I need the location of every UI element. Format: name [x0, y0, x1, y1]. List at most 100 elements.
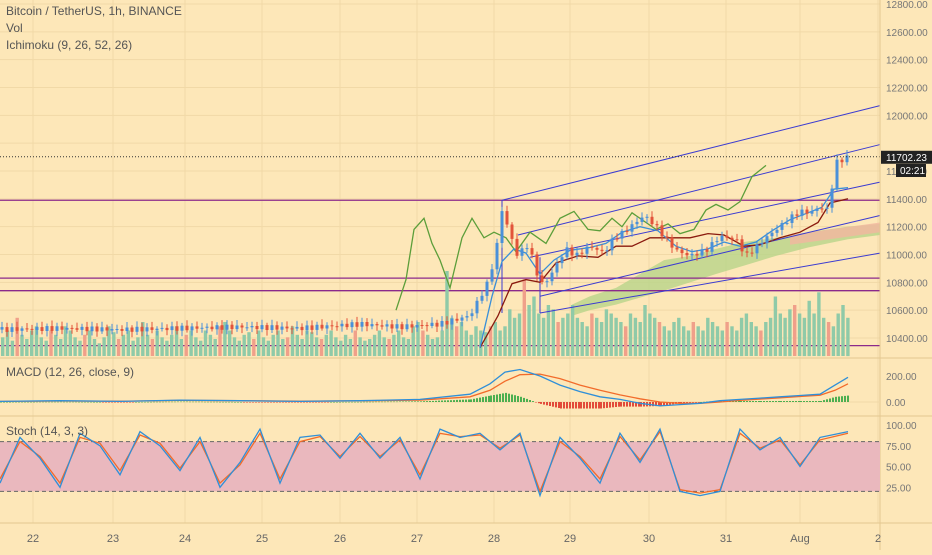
- macd-histogram-bar: [526, 398, 528, 402]
- macd-histogram-bar: [3, 402, 5, 403]
- macd-histogram-bar: [663, 402, 665, 406]
- macd-histogram-bar: [832, 397, 834, 402]
- macd-histogram-bar: [511, 394, 513, 402]
- macd-panel[interactable]: [0, 368, 880, 409]
- candle-body: [200, 327, 204, 329]
- candle-body: [695, 253, 699, 256]
- candle-body: [460, 317, 464, 321]
- macd-histogram-bar: [291, 402, 293, 403]
- candle-body: [725, 235, 729, 238]
- volume-bar: [165, 340, 169, 356]
- time-tick-label: 29: [564, 533, 576, 545]
- time-axis[interactable]: 22 23 24 25 26 27 28 29 30 31 Aug 2: [27, 533, 881, 545]
- macd-histogram-bar: [473, 398, 475, 402]
- macd-histogram-bar: [488, 395, 490, 402]
- macd-histogram-bar: [231, 401, 233, 403]
- macd-histogram-bar: [703, 401, 705, 403]
- volume-bar: [20, 334, 24, 357]
- macd-histogram-bar: [399, 401, 401, 402]
- macd-histogram-bar: [153, 401, 155, 403]
- candle-body: [150, 327, 154, 330]
- macd-histogram-bar: [482, 397, 484, 402]
- macd-histogram-bar: [30, 401, 32, 403]
- volume-bar: [662, 326, 666, 356]
- volume-bar: [667, 330, 671, 356]
- volume-bar: [508, 309, 512, 357]
- volume-bar: [401, 337, 406, 356]
- macd-histogram-bar: [652, 402, 654, 407]
- macd-histogram-bar: [282, 402, 284, 403]
- macd-histogram-bar: [623, 402, 625, 407]
- ichimoku-lines: [395, 164, 849, 349]
- macd-histogram-bar: [560, 402, 562, 409]
- candle-body: [595, 247, 599, 250]
- macd-histogram-bar: [198, 401, 200, 403]
- volume-bar: [609, 313, 613, 356]
- volume-bar: [329, 330, 333, 356]
- volume-bar: [276, 330, 280, 356]
- macd-histogram-bar: [255, 402, 257, 403]
- macd-histogram-bar: [485, 396, 487, 402]
- candle-body: [525, 248, 529, 250]
- macd-histogram-bar: [375, 401, 377, 403]
- volume-bar: [285, 337, 290, 356]
- candle-body: [215, 325, 219, 330]
- price-axis[interactable]: 10400.00 10600.00 10800.00 11000.00 11200.00…: [886, 0, 928, 494]
- candle-body: [140, 326, 144, 332]
- macd-histogram-bar: [249, 402, 251, 403]
- macd-histogram-bar: [357, 401, 359, 403]
- ichimoku-legend[interactable]: Ichimoku (9, 26, 52, 26): [6, 38, 132, 52]
- macd-histogram-bar: [520, 396, 522, 402]
- macd-histogram-bar: [204, 401, 206, 403]
- candle-body: [705, 249, 709, 252]
- macd-histogram-bar: [408, 401, 410, 402]
- volume-legend[interactable]: Vol: [6, 21, 23, 35]
- macd-histogram-bar: [51, 401, 53, 403]
- candles[interactable]: [0, 150, 849, 338]
- candle-body: [5, 327, 9, 332]
- macd-histogram-bar: [237, 402, 239, 403]
- macd-histogram-bar: [144, 401, 146, 403]
- volume-bar: [459, 322, 464, 356]
- macd-histogram-bar: [786, 401, 788, 402]
- candle-body: [775, 229, 779, 233]
- symbol-title[interactable]: Bitcoin / TetherUS, 1h, BINANCE: [6, 4, 182, 18]
- candle-body: [250, 326, 254, 328]
- macd-histogram-bar: [635, 402, 637, 407]
- macd-legend[interactable]: MACD (12, 26, close, 9): [6, 365, 134, 379]
- stoch-legend[interactable]: Stoch (14, 3, 3): [6, 424, 88, 438]
- macd-histogram-bar: [615, 402, 617, 407]
- macd-histogram-bar: [583, 402, 585, 409]
- channel-line: [529, 181, 881, 258]
- volume-bar: [440, 330, 444, 356]
- candle-body: [640, 217, 644, 222]
- volume-bar: [34, 326, 39, 356]
- parallel-channel[interactable]: [501, 105, 881, 314]
- candle-body: [765, 236, 769, 244]
- volume-bar: [116, 339, 121, 356]
- macd-histogram-bar: [180, 401, 182, 403]
- volume-bar: [841, 305, 845, 356]
- volume-bar: [290, 326, 295, 356]
- price-tick-label: 11000.00: [886, 251, 927, 262]
- candle-body: [160, 327, 164, 329]
- volume-bar: [836, 313, 840, 356]
- macd-histogram-bar: [462, 399, 464, 402]
- candle-body: [385, 324, 389, 327]
- macd-histogram-bar: [695, 402, 697, 403]
- macd-histogram-bar: [54, 401, 56, 403]
- macd-histogram-bar: [758, 401, 760, 402]
- candle-body: [685, 253, 689, 256]
- candle-body: [550, 272, 554, 282]
- candle-body: [505, 211, 509, 225]
- macd-tick-label: 0.00: [886, 398, 906, 409]
- macd-histogram-bar: [15, 401, 17, 403]
- candle-body: [400, 324, 404, 330]
- candle-body: [205, 326, 209, 328]
- stoch-panel[interactable]: [0, 427, 880, 498]
- base-line: [479, 198, 849, 349]
- candle-body: [15, 327, 19, 331]
- volume-bar: [252, 339, 256, 356]
- macd-histogram-bar: [755, 401, 757, 402]
